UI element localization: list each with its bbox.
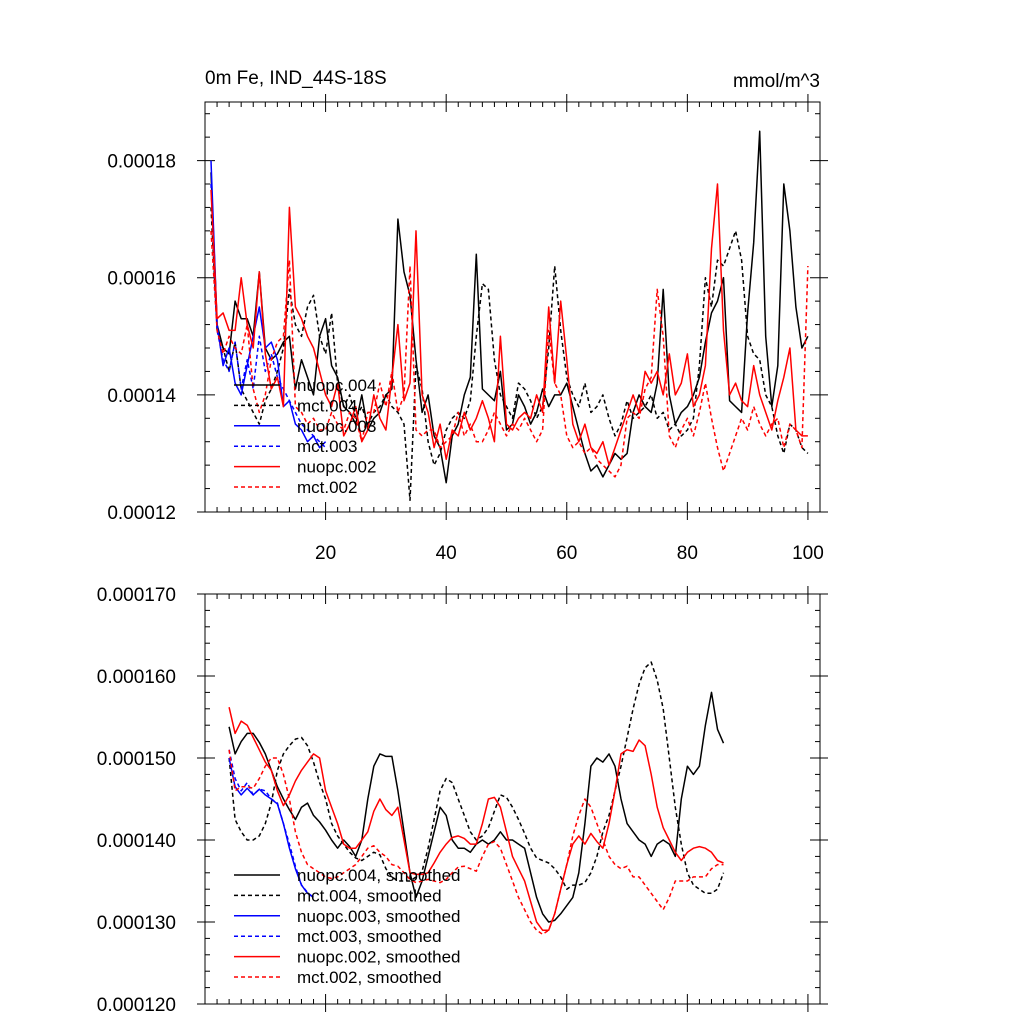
series-line-mct-004 — [210, 207, 809, 502]
series-line-mct-003-smoothed — [228, 749, 314, 898]
series-line-mct-004-smoothed — [228, 661, 725, 895]
legend-label: nuopc.004 — [297, 376, 376, 395]
plot-frame — [204, 593, 821, 1005]
y-tick-label: 0.000140 — [97, 831, 176, 852]
series-line-mct-002-smoothed — [228, 749, 724, 936]
y-tick-label: 0.00018 — [107, 152, 176, 173]
x-tick-label: 20 — [315, 543, 336, 564]
units-label: mmol/m^3 — [733, 71, 820, 92]
y-tick-label: 0.000120 — [97, 995, 176, 1016]
legend-label: mct.003 — [297, 437, 357, 456]
series-line-mct-002 — [210, 230, 809, 478]
legend-label: nuopc.003 — [297, 417, 376, 436]
series-line-nuopc-002 — [210, 183, 808, 466]
y-tick-label: 0.00014 — [107, 386, 176, 407]
legend-label: mct.002, smoothed — [297, 968, 442, 987]
y-tick-label: 0.000150 — [97, 749, 176, 770]
legend-label: nuopc.002, smoothed — [297, 948, 461, 967]
legend-label: mct.003, smoothed — [297, 927, 442, 946]
series-line-nuopc-003 — [210, 160, 327, 449]
legend-label: mct.004, smoothed — [297, 886, 442, 905]
y-tick-label: 0.000130 — [97, 913, 176, 934]
legend-label: nuopc.004, smoothed — [297, 866, 461, 885]
x-tick-label: 100 — [792, 543, 824, 564]
legend-label: nuopc.002 — [297, 458, 376, 477]
bottom-panel: 0.000120 0.000130 0.000140 0.000150 0.000160… — [97, 585, 828, 1016]
legend-label: mct.004 — [297, 396, 357, 415]
chart-title: 0m Fe, IND_44S-18S — [205, 68, 387, 89]
top-panel: 20 40 60 80 100 0.00012 0.00014 0.00016 0.00018 0… — [107, 68, 828, 564]
y-tick-label: 0.000170 — [97, 585, 176, 606]
plot-frame — [204, 101, 821, 513]
legend-label: nuopc.003, smoothed — [297, 907, 461, 926]
x-tick-label: 60 — [556, 543, 577, 564]
y-tick-label: 0.00012 — [107, 503, 176, 524]
y-tick-label: 0.00016 — [107, 269, 176, 290]
series-line-nuopc-002-smoothed — [228, 707, 724, 931]
legend-label: mct.002 — [297, 478, 357, 497]
x-tick-label: 80 — [677, 543, 698, 564]
y-tick-label: 0.000160 — [97, 667, 176, 688]
x-tick-label: 40 — [436, 543, 457, 564]
